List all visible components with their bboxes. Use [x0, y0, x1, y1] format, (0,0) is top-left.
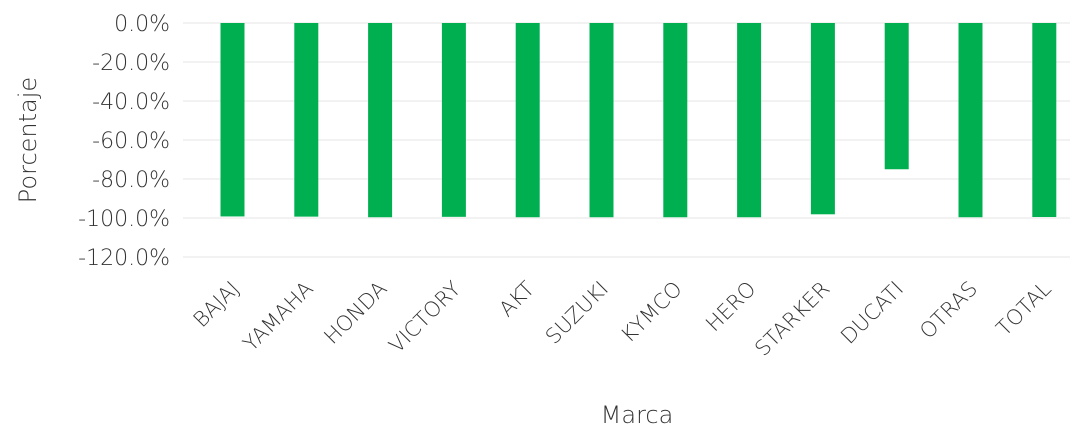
x-tick-label: VICTORY	[384, 276, 465, 357]
x-tick-label: SUZUKI	[541, 277, 613, 349]
x-tick-label: STARKER	[750, 277, 834, 361]
bar-total	[1032, 23, 1057, 218]
bar-yamaha	[294, 23, 319, 217]
x-tick-label: BAJAJ	[189, 277, 245, 333]
y-axis-ticks: 0.0% -20.0% -40.0% -60.0% -80.0% -100.0% -120.…	[78, 12, 170, 271]
bar-victory	[441, 23, 466, 217]
x-tick-label: DUCATI	[836, 277, 908, 349]
bar-otras	[958, 23, 983, 218]
bar-hero	[737, 23, 762, 218]
gridlines	[183, 22, 1070, 258]
bar-akt	[515, 23, 540, 218]
x-tick-label: HERO	[701, 277, 761, 337]
bar-honda	[368, 23, 393, 218]
y-tick-label: -100.0%	[78, 207, 170, 232]
x-tick-label: YAMAHA	[238, 277, 317, 356]
x-axis-title: Marca	[601, 401, 674, 429]
x-tick-label: TOTAL	[992, 276, 1056, 340]
y-tick-label: -40.0%	[92, 90, 170, 115]
x-tick-label: HONDA	[319, 277, 391, 349]
bar-ducati	[884, 23, 909, 170]
x-tick-label: KYMCO	[616, 277, 687, 348]
bar-suzuki	[589, 23, 614, 218]
y-tick-label: -80.0%	[92, 168, 170, 193]
x-tick-label: AKT	[494, 276, 539, 321]
y-tick-label: -120.0%	[78, 246, 170, 271]
x-tick-label: OTRAS	[915, 277, 982, 344]
y-tick-label: 0.0%	[114, 12, 170, 37]
bar-bajaj	[220, 23, 245, 217]
bars	[220, 23, 1057, 218]
y-tick-label: -60.0%	[92, 129, 170, 154]
bar-kymco	[663, 23, 688, 218]
bar-starker	[810, 23, 835, 215]
y-axis-title: Porcentaje	[14, 77, 42, 203]
y-tick-label: -20.0%	[92, 51, 170, 76]
